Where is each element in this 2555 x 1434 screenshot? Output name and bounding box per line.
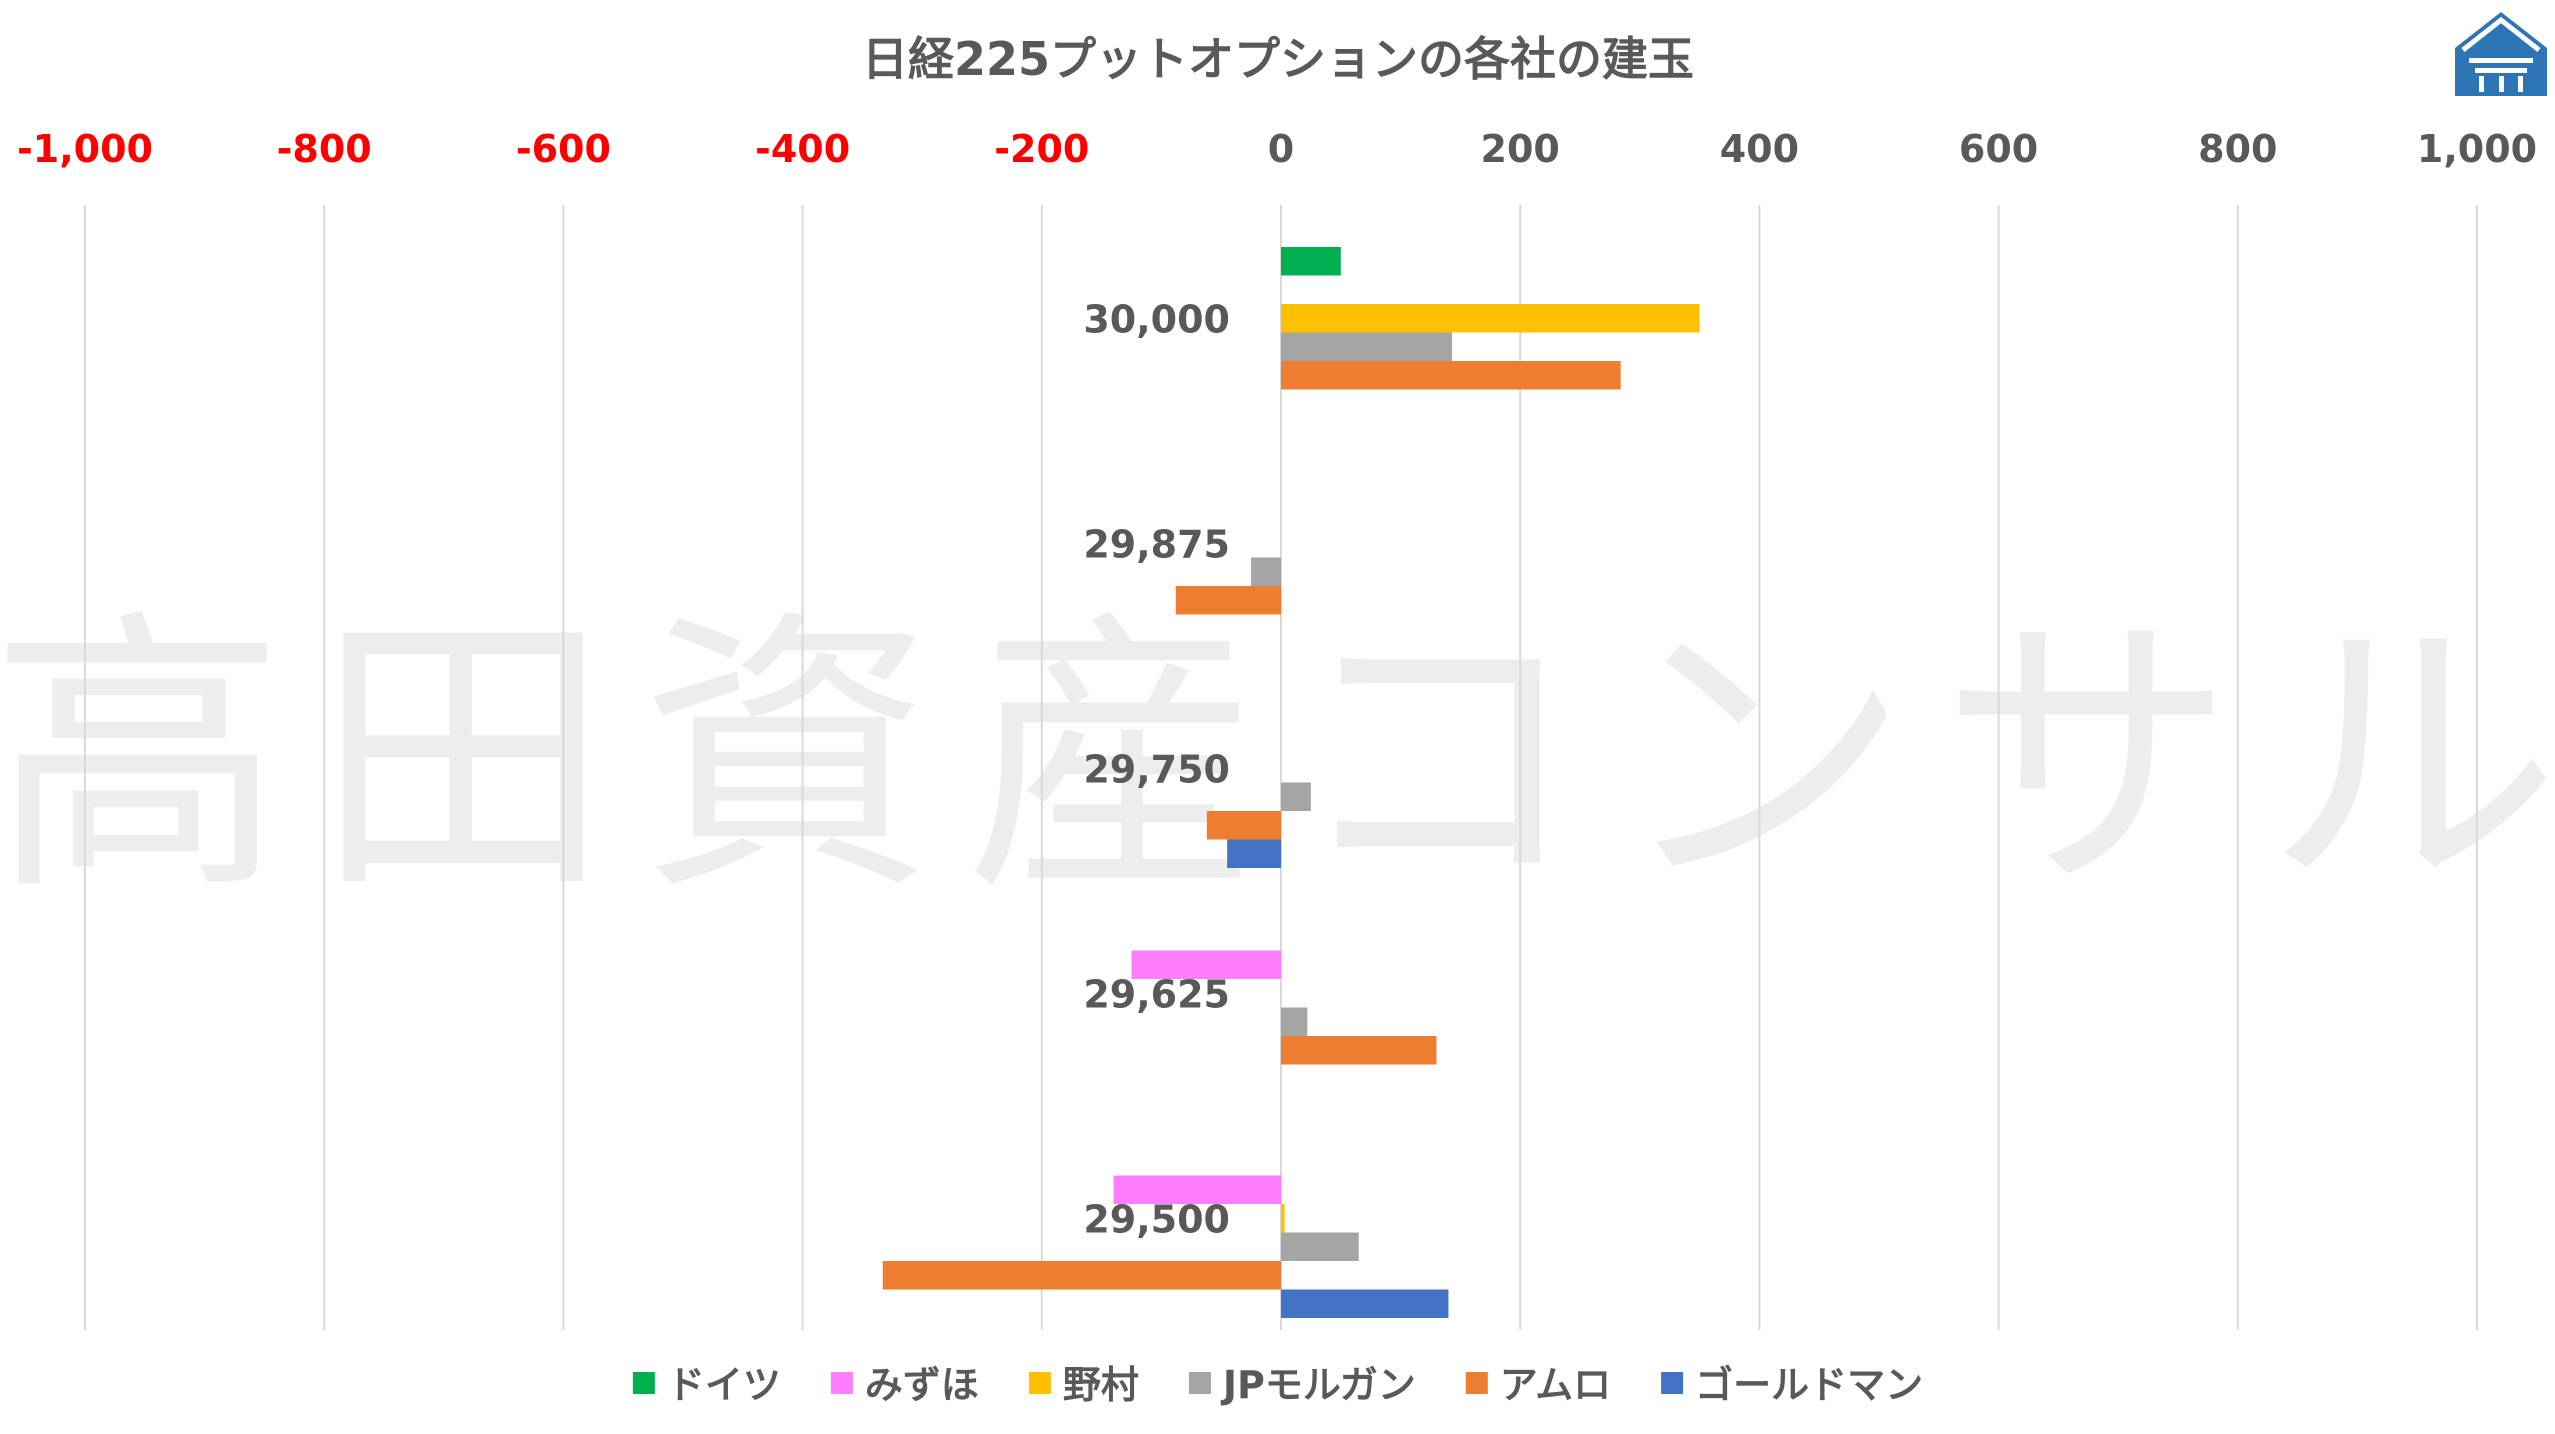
x-tick-label: 0 (1268, 127, 1294, 171)
watermark: 高田資産コンサル (0, 586, 2555, 930)
x-tick-label: 400 (1720, 127, 1799, 171)
legend-label: JPモルガン (1220, 1363, 1416, 1407)
x-axis-ticks: -1,000 -800 -600 -400 -200 0 200 400 600 800 1,000 (17, 127, 2537, 171)
bar (882, 1261, 1281, 1290)
legend-label: みずほ (865, 1363, 979, 1407)
category-label: 29,875 (1083, 522, 1230, 566)
bar (1175, 586, 1281, 615)
category-label: 30,000 (1083, 297, 1230, 341)
legend-swatch (1465, 1372, 1488, 1394)
grid (84, 205, 2478, 1330)
legend-swatch (632, 1372, 655, 1394)
bar (1281, 247, 1341, 276)
bar (1281, 1007, 1308, 1036)
category-label: 29,750 (1083, 747, 1230, 791)
bar (1281, 1289, 1449, 1318)
legend-label: ゴールドマン (1695, 1363, 1923, 1407)
x-tick-label: -800 (277, 127, 372, 171)
bar (1281, 332, 1453, 361)
bar (1281, 1232, 1359, 1261)
bar (1281, 782, 1311, 811)
bars (882, 247, 1700, 1318)
bar (1113, 1175, 1281, 1204)
legend-label: アムロ (1500, 1363, 1611, 1407)
legend-swatch (1028, 1372, 1051, 1394)
x-tick-label: 200 (1481, 127, 1560, 171)
x-tick-label: -1,000 (17, 127, 153, 171)
x-tick-label: 800 (2198, 127, 2277, 171)
category-label: 29,625 (1083, 972, 1230, 1016)
legend-label: 野村 (1063, 1363, 1139, 1407)
x-tick-label: 1,000 (2417, 127, 2537, 171)
x-tick-label: -600 (516, 127, 611, 171)
legend-swatch (830, 1372, 853, 1394)
category-labels: 30,000 29,875 29,750 29,625 29,500 (1083, 297, 1230, 1241)
legend-swatch (1188, 1372, 1211, 1394)
legend: ドイツ みずほ 野村 JPモルガン アムロ ゴールドマン (632, 1363, 1923, 1407)
bar (1281, 1036, 1437, 1065)
bar (1227, 839, 1281, 868)
x-tick-label: -200 (994, 127, 1089, 171)
legend-label: ドイツ (667, 1363, 781, 1407)
chart-title: 日経225プットオプションの各社の建玉 (862, 32, 1694, 86)
bar (1206, 811, 1281, 840)
legend-swatch (1661, 1372, 1684, 1394)
bar (1131, 950, 1281, 979)
category-label: 29,500 (1083, 1197, 1230, 1241)
bar (1251, 557, 1281, 586)
bar (1281, 361, 1621, 390)
x-tick-label: 600 (1959, 127, 2038, 171)
bar (1281, 304, 1700, 333)
house-logo-icon (2455, 12, 2547, 96)
x-tick-label: -400 (755, 127, 850, 171)
bar (1281, 1204, 1285, 1233)
